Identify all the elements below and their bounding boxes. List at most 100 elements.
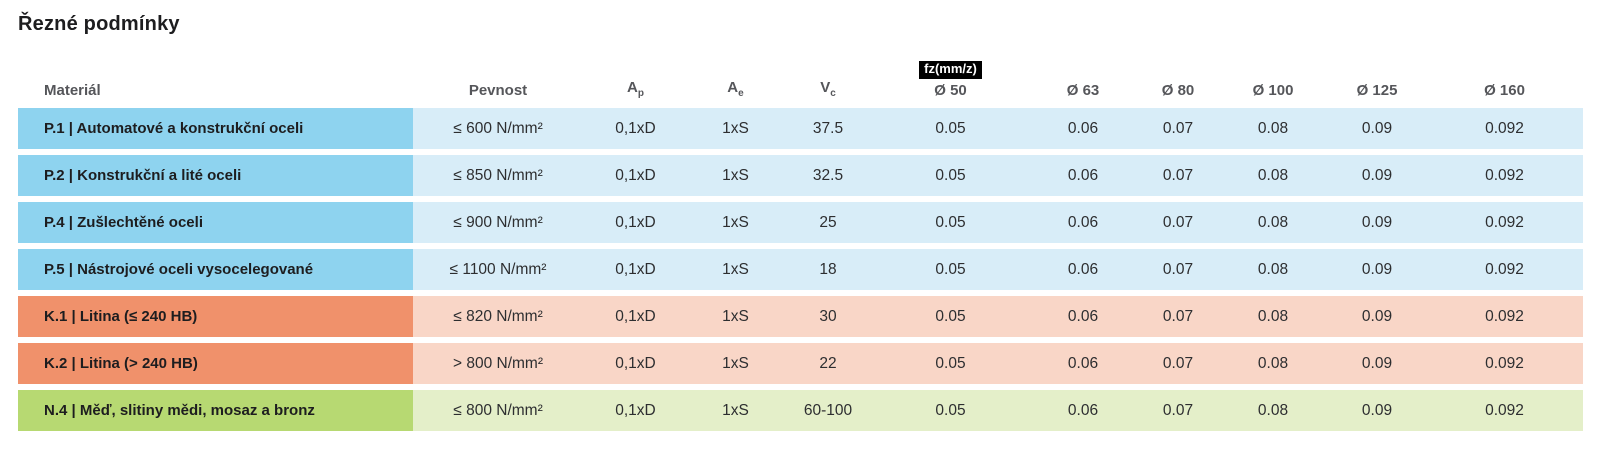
fz-cell: 0.09	[1328, 296, 1426, 338]
table-row: N.4 | Měď, slitiny mědi, mosaz a bronz ≤ …	[18, 390, 1583, 432]
header-vc: Vc	[783, 61, 873, 102]
header-vc-sub: c	[830, 88, 836, 100]
pevnost-cell: ≤ 800 N/mm²	[413, 390, 583, 432]
fz-cell: 0.09	[1328, 390, 1426, 432]
material-cell: N.4 | Měď, slitiny mědi, mosaz a bronz	[18, 390, 413, 432]
ap-cell: 0,1xD	[583, 343, 688, 385]
header-ap-sub: p	[637, 88, 644, 100]
table-row: K.1 | Litina (≤ 240 HB) ≤ 820 N/mm² 0,1xD 1…	[18, 296, 1583, 338]
pevnost-cell: ≤ 850 N/mm²	[413, 155, 583, 197]
header-diameter-50: fz(mm/z) Ø 50	[873, 61, 1028, 102]
fz-cell: 0.07	[1138, 249, 1218, 291]
header-ap: Ap	[583, 61, 688, 102]
ap-cell: 0,1xD	[583, 296, 688, 338]
fz-cell: 0.09	[1328, 249, 1426, 291]
fz-cell: 0.07	[1138, 390, 1218, 432]
material-cell: P.1 | Automatové a konstrukční oceli	[18, 108, 413, 150]
ap-cell: 0,1xD	[583, 390, 688, 432]
cutting-conditions-table: Materiál Pevnost Ap Ae Vc fz(mm/z) Ø 50 …	[18, 55, 1583, 437]
fz-cell: 0.05	[873, 108, 1028, 150]
fz-cell: 0.08	[1218, 202, 1328, 244]
header-diameter-100: Ø 100	[1252, 82, 1294, 100]
vc-cell: 30	[783, 296, 873, 338]
table-row: P.4 | Zušlechtěné oceli ≤ 900 N/mm² 0,1xD 1…	[18, 202, 1583, 244]
fz-cell: 0.092	[1426, 202, 1583, 244]
header-diameter-80: Ø 80	[1161, 82, 1195, 100]
header-diameter-125: Ø 125	[1356, 82, 1398, 100]
header-diameter-160: Ø 160	[1484, 82, 1525, 100]
fz-cell: 0.07	[1138, 202, 1218, 244]
fz-cell: 0.07	[1138, 108, 1218, 150]
fz-cell: 0.08	[1218, 390, 1328, 432]
page: Řezné podmínky Materiál Pevnost Ap Ae Vc	[18, 13, 1583, 437]
material-cell: P.2 | Konstrukční a lité oceli	[18, 155, 413, 197]
ae-cell: 1xS	[688, 296, 783, 338]
table-row: P.5 | Nástrojové oceli vysocelegované ≤ 1…	[18, 249, 1583, 291]
ae-cell: 1xS	[688, 155, 783, 197]
material-cell: P.5 | Nástrojové oceli vysocelegované	[18, 249, 413, 291]
ae-cell: 1xS	[688, 390, 783, 432]
material-cell: K.2 | Litina (> 240 HB)	[18, 343, 413, 385]
pevnost-cell: ≤ 1100 N/mm²	[413, 249, 583, 291]
fz-cell: 0.09	[1328, 343, 1426, 385]
fz-cell: 0.092	[1426, 390, 1583, 432]
ap-cell: 0,1xD	[583, 249, 688, 291]
ae-cell: 1xS	[688, 108, 783, 150]
header-ae: Ae	[688, 61, 783, 102]
table-header: Materiál Pevnost Ap Ae Vc fz(mm/z) Ø 50 …	[18, 61, 1583, 102]
fz-cell: 0.06	[1028, 202, 1138, 244]
fz-cell: 0.092	[1426, 155, 1583, 197]
diameter-label: Ø 50	[934, 81, 967, 99]
fz-cell: 0.09	[1328, 202, 1426, 244]
fz-cell: 0.092	[1426, 343, 1583, 385]
fz-cell: 0.092	[1426, 296, 1583, 338]
page-title: Řezné podmínky	[18, 13, 180, 35]
header-diameter-63: Ø 63	[1066, 82, 1100, 100]
fz-cell: 0.05	[873, 249, 1028, 291]
material-cell: P.4 | Zušlechtěné oceli	[18, 202, 413, 244]
fz-unit-badge: fz(mm/z)	[919, 61, 982, 79]
fz-cell: 0.07	[1138, 296, 1218, 338]
header-ap-base: A	[627, 79, 638, 97]
fz-cell: 0.08	[1218, 343, 1328, 385]
table-body: P.1 | Automatové a konstrukční oceli ≤ 60…	[18, 108, 1583, 432]
fz-cell: 0.08	[1218, 108, 1328, 150]
header-pevnost: Pevnost	[468, 82, 528, 100]
fz-header-stack: fz(mm/z) Ø 50	[873, 61, 1028, 99]
fz-cell: 0.05	[873, 296, 1028, 338]
table-row: P.2 | Konstrukční a lité oceli ≤ 850 N/mm…	[18, 155, 1583, 197]
material-cell: K.1 | Litina (≤ 240 HB)	[18, 296, 413, 338]
header-material: Materiál	[44, 82, 101, 100]
fz-cell: 0.06	[1028, 108, 1138, 150]
fz-cell: 0.06	[1028, 155, 1138, 197]
fz-cell: 0.07	[1138, 343, 1218, 385]
fz-cell: 0.092	[1426, 249, 1583, 291]
vc-cell: 37.5	[783, 108, 873, 150]
vc-cell: 60-100	[783, 390, 873, 432]
header-vc-base: V	[820, 79, 831, 97]
pevnost-cell: ≤ 900 N/mm²	[413, 202, 583, 244]
fz-cell: 0.092	[1426, 108, 1583, 150]
fz-cell: 0.06	[1028, 296, 1138, 338]
pevnost-cell: ≤ 820 N/mm²	[413, 296, 583, 338]
vc-cell: 22	[783, 343, 873, 385]
fz-cell: 0.09	[1328, 108, 1426, 150]
table-row: P.1 | Automatové a konstrukční oceli ≤ 60…	[18, 108, 1583, 150]
header-ae-base: A	[727, 79, 739, 97]
header-row: Materiál Pevnost Ap Ae Vc fz(mm/z) Ø 50 …	[18, 61, 1583, 102]
vc-cell: 18	[783, 249, 873, 291]
fz-cell: 0.06	[1028, 249, 1138, 291]
ae-cell: 1xS	[688, 202, 783, 244]
header-ae-sub: e	[738, 88, 744, 100]
fz-cell: 0.06	[1028, 390, 1138, 432]
fz-cell: 0.08	[1218, 296, 1328, 338]
fz-cell: 0.07	[1138, 155, 1218, 197]
fz-cell: 0.05	[873, 155, 1028, 197]
ae-cell: 1xS	[688, 249, 783, 291]
ap-cell: 0,1xD	[583, 155, 688, 197]
fz-cell: 0.05	[873, 202, 1028, 244]
fz-cell: 0.09	[1328, 155, 1426, 197]
table-row: K.2 | Litina (> 240 HB) > 800 N/mm² 0,1xD 1…	[18, 343, 1583, 385]
fz-cell: 0.08	[1218, 155, 1328, 197]
vc-cell: 32.5	[783, 155, 873, 197]
